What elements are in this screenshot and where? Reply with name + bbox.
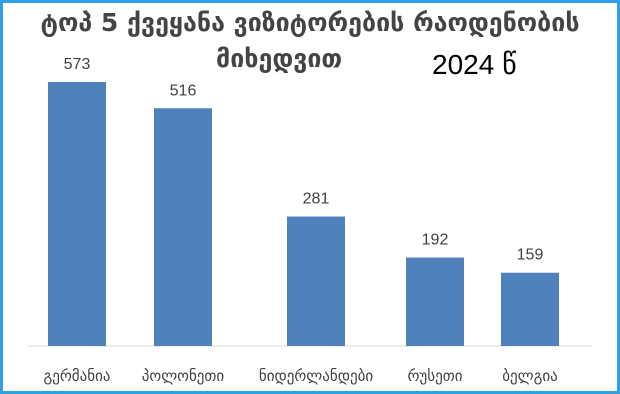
- chart-title-line1: ტოპ 5 ქვეყანა ვიზიტორების რაოდენობის: [40, 8, 580, 37]
- data-label-4: 192: [422, 232, 449, 249]
- bar-2: [154, 108, 212, 346]
- category-label-1: გერმანია: [44, 367, 111, 385]
- data-label-1: 573: [64, 56, 91, 73]
- bar-4: [406, 257, 464, 346]
- data-label-5: 159: [517, 247, 544, 264]
- category-label-5: ბელგია: [502, 367, 557, 385]
- bar-3: [287, 216, 345, 346]
- bar-1: [48, 82, 106, 346]
- chart-title-line2: მიხედვით: [216, 44, 343, 73]
- category-label-3: ნიდერლანდები: [259, 367, 373, 385]
- data-label-3: 281: [303, 191, 330, 208]
- chart-year-label: 2024 წ: [432, 49, 517, 80]
- bar-5: [501, 272, 559, 346]
- data-label-2: 516: [170, 82, 197, 99]
- category-label-2: პოლონეთი: [142, 367, 225, 385]
- category-label-4: რუსეთი: [407, 367, 462, 385]
